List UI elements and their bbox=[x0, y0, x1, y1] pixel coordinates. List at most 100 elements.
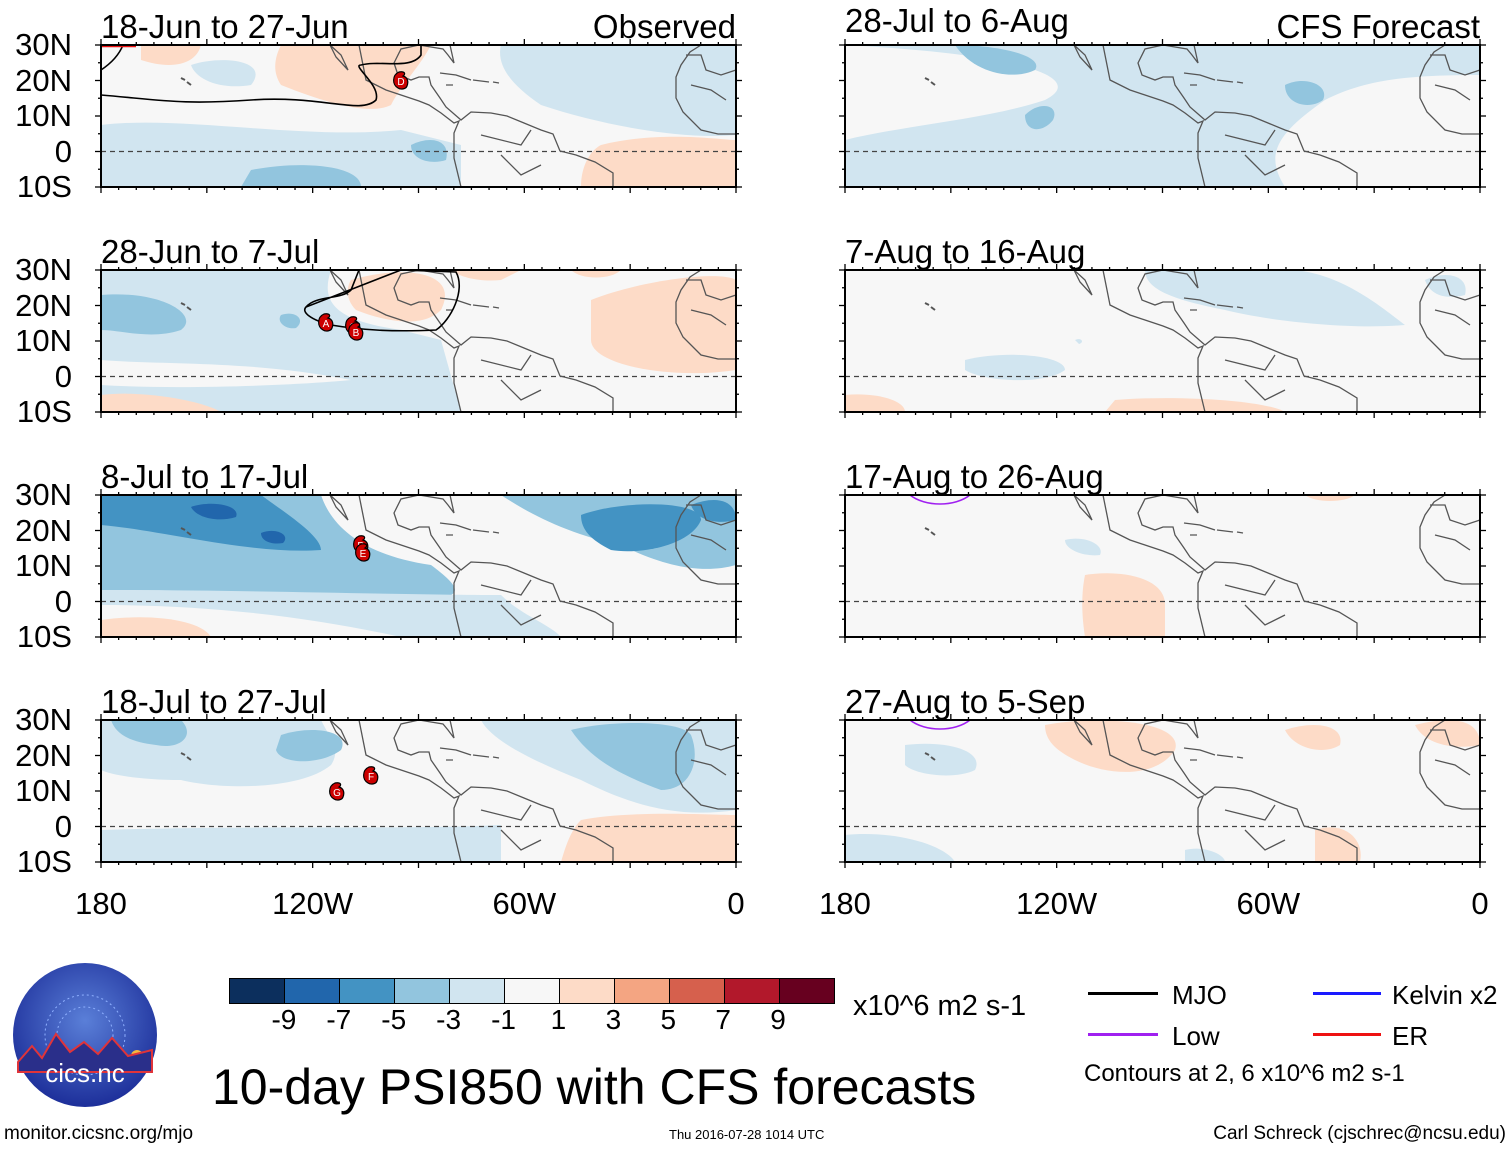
footer-url[interactable]: monitor.cicsnc.org/mjo bbox=[4, 1123, 194, 1144]
anomaly-region bbox=[1145, 270, 1405, 327]
mjo-contour bbox=[304, 269, 461, 332]
map-panel bbox=[839, 39, 1486, 193]
anomaly-region bbox=[1415, 720, 1480, 747]
anomaly-region bbox=[191, 60, 256, 87]
longitude-label: 180 bbox=[819, 886, 871, 921]
legend-label-kelvin: Kelvin x2 bbox=[1392, 980, 1498, 1010]
anomaly-region bbox=[561, 813, 736, 862]
latitude-label: 20N bbox=[15, 737, 72, 773]
anomaly-region bbox=[955, 45, 1037, 75]
colorbar-label: -5 bbox=[381, 1004, 407, 1035]
footer-timestamp: Thu 2016-07-28 1014 UTC bbox=[669, 1127, 825, 1142]
hawaii-islands bbox=[180, 752, 192, 761]
map-panel bbox=[839, 264, 1486, 418]
map-svg bbox=[839, 39, 1486, 193]
tropical-cyclone-marker: F bbox=[363, 766, 379, 785]
legend-label-low: Low bbox=[1172, 1021, 1220, 1051]
anomaly-region bbox=[571, 723, 695, 790]
figure-title: 10-day PSI850 with CFS forecasts bbox=[212, 1059, 977, 1115]
hawaii-islands bbox=[924, 527, 936, 536]
anomaly-region bbox=[581, 136, 736, 187]
colorbar-label: -7 bbox=[326, 1004, 352, 1035]
anomaly-region bbox=[101, 825, 501, 862]
colorbar-label: 1 bbox=[550, 1004, 567, 1035]
colorbar-label: 7 bbox=[715, 1004, 731, 1035]
anomaly-region bbox=[101, 122, 461, 187]
anomaly-region bbox=[1065, 538, 1101, 556]
anomaly-region bbox=[845, 45, 1480, 187]
panel-title: 18-Jul to 27-Jul bbox=[101, 683, 327, 720]
panel-label: Observed bbox=[592, 8, 736, 45]
map-svg: DE bbox=[95, 489, 742, 643]
colorbar-label: -3 bbox=[436, 1004, 462, 1035]
panel-title: 28-Jul to 6-Aug bbox=[845, 2, 1069, 39]
latitude-label: 0 bbox=[54, 358, 72, 394]
anomaly-region bbox=[1105, 398, 1285, 412]
hawaii-islands bbox=[180, 302, 192, 311]
cyclone-letter: B bbox=[353, 328, 360, 339]
tropical-cyclone-marker: E bbox=[355, 543, 371, 562]
legend-line-er bbox=[1313, 1033, 1381, 1036]
colorbar-label: 5 bbox=[660, 1004, 677, 1035]
tropical-cyclone-marker: D bbox=[393, 71, 409, 90]
latitude-label: 30N bbox=[15, 477, 72, 512]
longitude-label: 180 bbox=[75, 886, 127, 921]
panel-title: 18-Jun to 27-Jun bbox=[101, 8, 349, 45]
anomaly-region bbox=[965, 354, 1065, 381]
panel-title: 17-Aug to 26-Aug bbox=[845, 458, 1104, 495]
latitude-label: 10N bbox=[15, 98, 72, 133]
colorbar-swatch bbox=[340, 979, 395, 1003]
cyclone-icon bbox=[355, 543, 371, 562]
latitude-label: 10S bbox=[16, 169, 72, 204]
legend-label-er: ER bbox=[1392, 1021, 1429, 1051]
map-panel bbox=[839, 489, 1486, 643]
tropical-cyclone-marker: B bbox=[348, 322, 364, 341]
map-svg bbox=[839, 489, 1486, 643]
colorbar-label: -9 bbox=[271, 1004, 297, 1035]
anomaly-region bbox=[141, 45, 201, 65]
panel-title: 8-Jul to 17-Jul bbox=[101, 458, 309, 495]
longitude-label: 60W bbox=[492, 886, 557, 921]
tropical-cyclone-marker: A bbox=[318, 313, 334, 332]
longitude-label: 60W bbox=[1236, 886, 1301, 921]
legend-line-low bbox=[1088, 1033, 1158, 1036]
latitude-label: 10S bbox=[16, 619, 72, 654]
colorbar-label: 3 bbox=[605, 1004, 622, 1035]
coastlines bbox=[1073, 719, 1481, 863]
footer-author: Carl Schreck (cjschrec@ncsu.edu) bbox=[1213, 1123, 1506, 1144]
colorbar-swatch bbox=[560, 979, 615, 1003]
coastlines bbox=[329, 719, 737, 863]
longitude-label: 0 bbox=[727, 886, 745, 921]
latitude-label: 10N bbox=[15, 773, 72, 808]
mjo-contour bbox=[100, 45, 422, 107]
anomaly-fills bbox=[845, 720, 1480, 862]
panel-label: CFS Forecast bbox=[1276, 8, 1480, 45]
anomaly-region bbox=[191, 503, 237, 520]
latitude-label: 10N bbox=[15, 323, 72, 358]
map-svg bbox=[839, 714, 1486, 868]
anomaly-fills bbox=[101, 720, 736, 862]
anomaly-region bbox=[691, 500, 736, 522]
colorbar-swatch bbox=[450, 979, 505, 1003]
latitude-label: 10S bbox=[16, 844, 72, 879]
anomaly-region bbox=[845, 834, 955, 862]
legend-line-mjo bbox=[1088, 992, 1158, 995]
cyclone-letter: G bbox=[333, 788, 341, 799]
anomaly-region bbox=[101, 294, 187, 335]
colorbar-swatch bbox=[285, 979, 340, 1003]
anomaly-region bbox=[275, 45, 431, 109]
anomaly-region bbox=[1305, 495, 1355, 501]
anomaly-region bbox=[1185, 848, 1225, 862]
map-panel: D bbox=[95, 39, 742, 193]
map-panel: ACB bbox=[95, 264, 742, 418]
low-contour bbox=[909, 494, 971, 505]
longitude-label: 120W bbox=[1016, 886, 1098, 921]
cyclone-icon bbox=[393, 71, 409, 90]
anomaly-region bbox=[261, 530, 286, 544]
anomaly-region bbox=[571, 270, 621, 278]
colorbar-units: x10^6 m2 s-1 bbox=[853, 990, 1027, 1022]
longitude-label: 0 bbox=[1471, 886, 1489, 921]
anomaly-region bbox=[111, 720, 187, 746]
latitude-label: 20N bbox=[15, 512, 72, 548]
